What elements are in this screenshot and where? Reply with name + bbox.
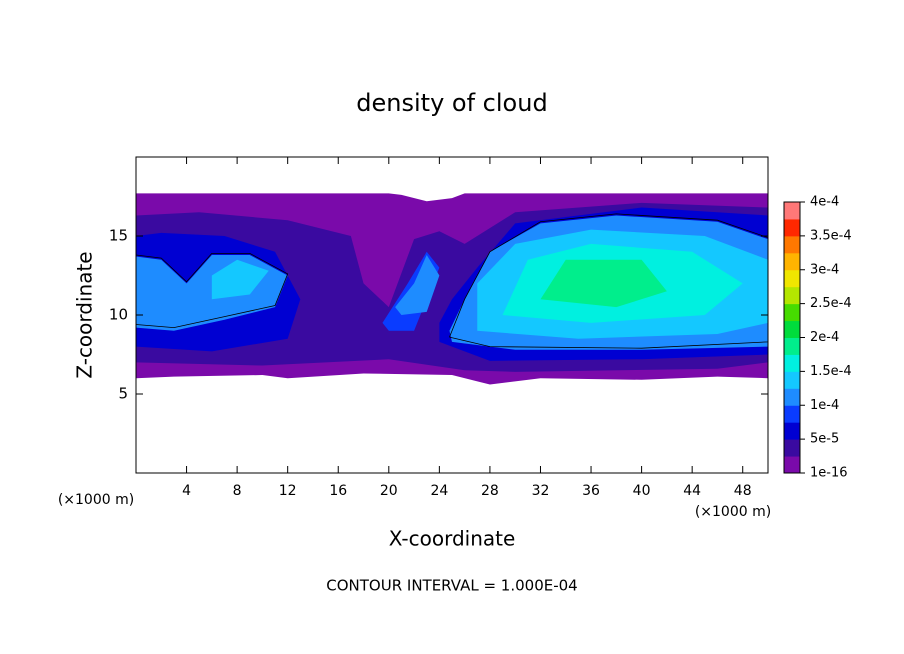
colorbar-swatch [784,320,800,338]
colorbar-tick-label: 5e-5 [810,432,839,447]
chart-title: density of cloud [356,89,547,117]
contour-line [449,213,768,349]
colorbar-tick-label: 3.5e-4 [810,228,852,243]
x-tick-label: 40 [633,483,651,499]
colorbar-swatch [784,422,800,440]
colorbar-swatch [784,354,800,372]
x-tick-label: 8 [233,483,242,499]
colorbar-swatch [784,405,800,423]
colorbar-tick-label: 1.5e-4 [810,364,852,379]
colorbar-tick-label: 1e-16 [810,466,848,481]
colorbar-swatch [784,252,800,271]
y-tick-label: 15 [109,227,128,245]
x-tick-label: 20 [380,483,398,499]
x-unit: (×1000 m) [695,504,771,520]
x-tick-label: 36 [582,483,600,499]
colorbar-swatch [784,269,800,288]
y-axis-label: Z-coordinate [73,251,97,378]
x-tick-label: 24 [430,483,448,499]
annotation: CONTOUR INTERVAL = 1.000E-04 [326,577,577,595]
contour-line [136,252,289,329]
colorbar-swatch [784,303,800,322]
x-tick-label: 16 [329,483,347,499]
x-tick-label: 12 [279,483,297,499]
x-tick-label: 32 [532,483,550,499]
contour-region [395,254,440,315]
x-tick-label: 28 [481,483,499,499]
x-tick-label: 4 [182,483,191,499]
colorbar-tick-label: 4e-4 [810,195,839,210]
colorbar-swatch [784,235,800,254]
colorbar-tick-label: 1e-4 [810,398,839,413]
colorbar-swatch [784,337,800,355]
colorbar-swatch [784,456,800,474]
contour-region [211,259,269,300]
colorbar-swatch [784,388,800,406]
colorbar-tick-label: 2.5e-4 [810,296,852,311]
x-axis-label: X-coordinate [389,527,516,551]
colorbar-swatch [784,218,800,237]
colorbar-swatch [784,202,800,220]
y-unit: (×1000 m) [58,492,134,508]
contour-region [540,259,667,308]
colorbar-tick-label: 2e-4 [810,330,839,345]
colorbar-swatch [784,286,800,305]
y-tick-label: 10 [109,306,128,324]
colorbar-swatch [784,371,800,389]
y-tick-label: 5 [118,385,128,403]
x-tick-label: 44 [683,483,701,499]
colorbar-swatch [784,439,800,457]
colorbar-tick-label: 3e-4 [810,262,839,277]
x-tick-label: 48 [734,483,752,499]
